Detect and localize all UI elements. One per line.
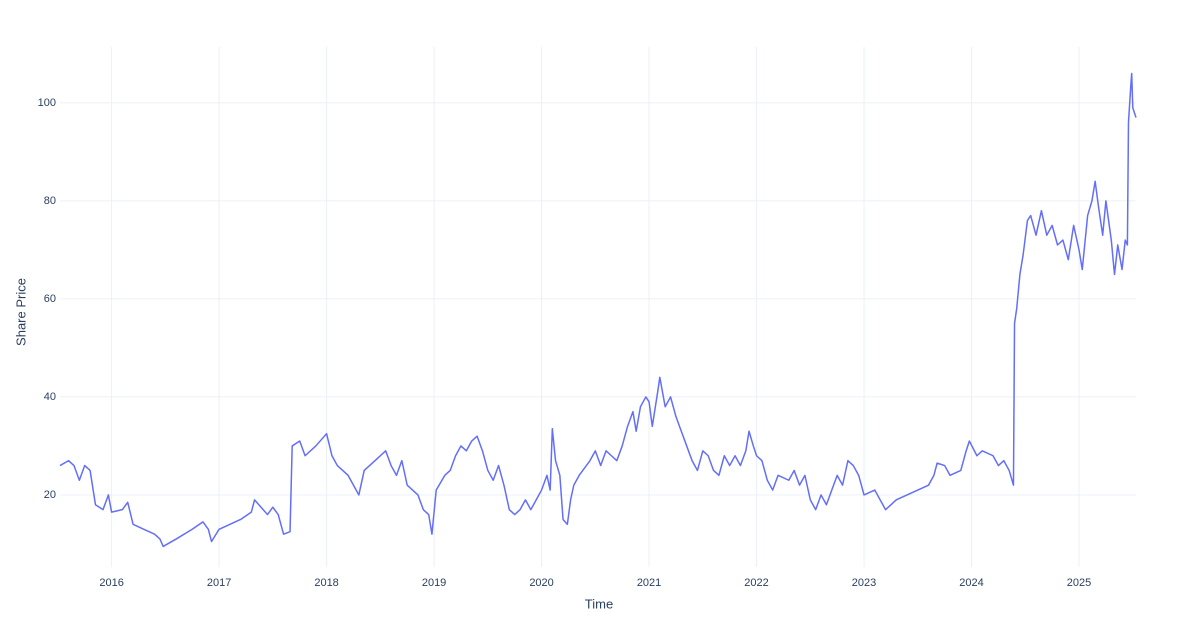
y-tick-label: 60 [44,293,56,305]
x-tick-label: 2025 [1067,577,1091,589]
x-tick-label: 2021 [637,577,661,589]
x-tick-label: 2022 [744,577,768,589]
x-tick-label: 2018 [314,577,338,589]
y-tick-label: 20 [44,489,56,501]
x-tick-label: 2017 [207,577,231,589]
x-tick-label: 2024 [959,577,983,589]
y-tick-label: 40 [44,391,56,403]
x-tick-label: 2023 [852,577,876,589]
x-tick-label: 2020 [529,577,553,589]
price-line [59,72,1137,548]
x-tick-label: 2019 [422,577,446,589]
y-tick-label: 100 [38,97,56,109]
x-axis-title: Time [585,596,613,611]
y-tick-label: 80 [44,195,56,207]
y-axis-title: Share Price [13,278,28,346]
x-tick-label: 2016 [99,577,123,589]
